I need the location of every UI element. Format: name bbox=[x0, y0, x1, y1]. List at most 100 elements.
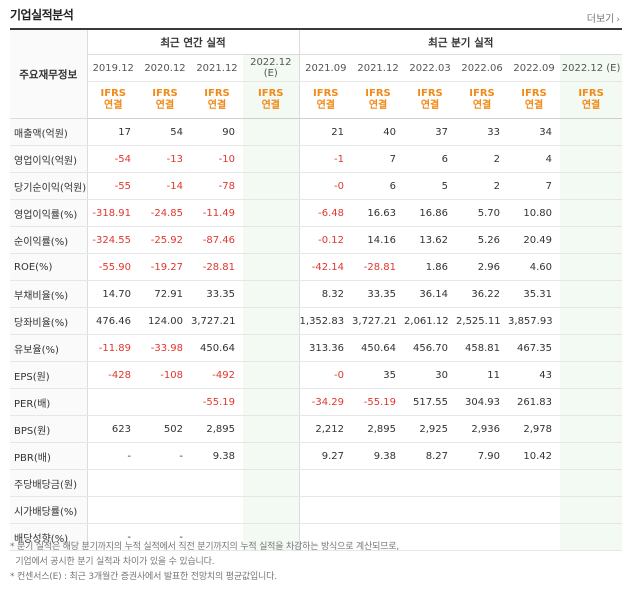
cell-value: -6.48 bbox=[298, 199, 353, 227]
cell-value: 2,212 bbox=[298, 415, 353, 443]
cell-value: 450.64 bbox=[191, 334, 243, 362]
cell-value: 37 bbox=[404, 118, 457, 146]
cell-value: 35.31 bbox=[508, 280, 561, 308]
cell-value: -19.27 bbox=[139, 253, 191, 281]
table-row: ROE(%) -55.90 -19.27 -28.81 -42.14 -28.81 1.86… bbox=[10, 253, 623, 281]
row-label: PER(배) bbox=[10, 388, 88, 416]
cell-value: 6 bbox=[352, 172, 405, 200]
table-row: 부채비율(%) 14.70 72.91 33.35 8.32 33.35 36.14 36.2… bbox=[10, 280, 623, 308]
row-label: 영업이익률(%) bbox=[10, 199, 88, 227]
cell-value bbox=[560, 523, 623, 551]
cell-value bbox=[243, 280, 300, 308]
cell-value bbox=[243, 469, 300, 497]
basis-header: IFRS 연결 bbox=[298, 81, 353, 119]
cell-value: 4.60 bbox=[508, 253, 561, 281]
cell-value: 9.38 bbox=[352, 442, 405, 470]
cell-value bbox=[243, 523, 300, 551]
cell-value: - bbox=[139, 523, 191, 551]
period-header: 2021.12 bbox=[191, 54, 243, 82]
cell-value: -11.49 bbox=[191, 199, 243, 227]
footnote-line: 기업에서 공시한 분기 실적과 차이가 있을 수 있습니다. bbox=[10, 557, 215, 567]
row-label: ROE(%) bbox=[10, 253, 88, 281]
cell-value: 11 bbox=[456, 361, 509, 389]
cell-value: 502 bbox=[139, 415, 191, 443]
basis-header: IFRS 연결 bbox=[404, 81, 457, 119]
row-label: 매출액(억원) bbox=[10, 118, 88, 146]
cell-value: -28.81 bbox=[352, 253, 405, 281]
cell-value: 14.70 bbox=[87, 280, 139, 308]
cell-value: 10.80 bbox=[508, 199, 561, 227]
cell-value bbox=[298, 523, 353, 551]
cell-value bbox=[191, 523, 243, 551]
cell-value: 2,895 bbox=[352, 415, 405, 443]
cell-value bbox=[139, 469, 191, 497]
cell-value: -108 bbox=[139, 361, 191, 389]
table-row: PER(배) -55.19 -34.29 -55.19 517.55 304.93 261.… bbox=[10, 388, 623, 416]
cell-value: -0 bbox=[298, 172, 353, 200]
cell-value: -318.91 bbox=[87, 199, 139, 227]
basis-header: IFRS 연결 bbox=[508, 81, 561, 119]
cell-value: 4 bbox=[508, 145, 561, 173]
cell-value: 2 bbox=[456, 145, 509, 173]
cell-value bbox=[352, 496, 405, 524]
cell-value: -324.55 bbox=[87, 226, 139, 254]
cell-value bbox=[87, 496, 139, 524]
cell-value bbox=[456, 523, 509, 551]
cell-value: 34 bbox=[508, 118, 561, 146]
table-row: 매출액(억원) 17 54 90 21 40 37 33 34 bbox=[10, 118, 623, 146]
cell-value: 458.81 bbox=[456, 334, 509, 362]
cell-value bbox=[298, 496, 353, 524]
cell-value bbox=[139, 388, 191, 416]
cell-value: 7 bbox=[508, 172, 561, 200]
row-label: EPS(원) bbox=[10, 361, 88, 389]
cell-value: -14 bbox=[139, 172, 191, 200]
more-label: 더보기 bbox=[586, 14, 615, 25]
row-label-header: 주요재무정보 bbox=[10, 28, 88, 119]
cell-value bbox=[243, 172, 300, 200]
cell-value bbox=[560, 118, 623, 146]
cell-value: -34.29 bbox=[298, 388, 353, 416]
cell-value: -28.81 bbox=[191, 253, 243, 281]
footnote-line: * 컨센서스(E) : 최근 3개월간 증권사에서 발표한 전망치의 평균값입니… bbox=[10, 572, 277, 582]
cell-value bbox=[243, 388, 300, 416]
cell-value: 54 bbox=[139, 118, 191, 146]
cell-value bbox=[243, 334, 300, 362]
cell-value: 90 bbox=[191, 118, 243, 146]
period-header: 2019.12 bbox=[87, 54, 139, 82]
basis-header: IFRS 연결 bbox=[560, 81, 623, 119]
cell-value: -428 bbox=[87, 361, 139, 389]
cell-value bbox=[560, 145, 623, 173]
cell-value: 20.49 bbox=[508, 226, 561, 254]
cell-value bbox=[560, 307, 623, 335]
periods-row: 2019.12 2020.12 2021.12 2022.12 (E) 2021.09 2… bbox=[10, 54, 623, 82]
cell-value bbox=[87, 388, 139, 416]
cell-value: 72.91 bbox=[139, 280, 191, 308]
cell-value: -1 bbox=[298, 145, 353, 173]
cell-value bbox=[243, 226, 300, 254]
basis-header: IFRS 연결 bbox=[191, 81, 243, 119]
cell-value bbox=[560, 469, 623, 497]
table-row: 순이익률(%) -324.55 -25.92 -87.46 -0.12 14.16 13.6… bbox=[10, 226, 623, 254]
row-label: 주당배당금(원) bbox=[10, 469, 88, 497]
cell-value bbox=[243, 415, 300, 443]
cell-value: -87.46 bbox=[191, 226, 243, 254]
cell-value bbox=[560, 334, 623, 362]
more-link[interactable]: 더보기 › bbox=[587, 10, 620, 25]
cell-value: -55.19 bbox=[191, 388, 243, 416]
row-label: 순이익률(%) bbox=[10, 226, 88, 254]
table-row: BPS(원) 623 502 2,895 2,212 2,895 2,925 2,936 2,9… bbox=[10, 415, 623, 443]
period-header: 2021.09 bbox=[298, 54, 353, 82]
cell-value: -55.90 bbox=[87, 253, 139, 281]
cell-value: 36.14 bbox=[404, 280, 457, 308]
cell-value bbox=[191, 496, 243, 524]
annual-title: 최근 연간 실적 bbox=[87, 28, 300, 55]
cell-value bbox=[243, 145, 300, 173]
cell-value: 313.36 bbox=[298, 334, 353, 362]
cell-value bbox=[243, 253, 300, 281]
table-row: 주당배당금(원) bbox=[10, 469, 623, 497]
cell-value bbox=[243, 199, 300, 227]
period-header: 2022.06 bbox=[456, 54, 509, 82]
section-title: 기업실적분석 bbox=[10, 8, 74, 22]
table-row: EPS(원) -428 -108 -492 -0 35 30 11 43 bbox=[10, 361, 623, 389]
cell-value: 8.27 bbox=[404, 442, 457, 470]
